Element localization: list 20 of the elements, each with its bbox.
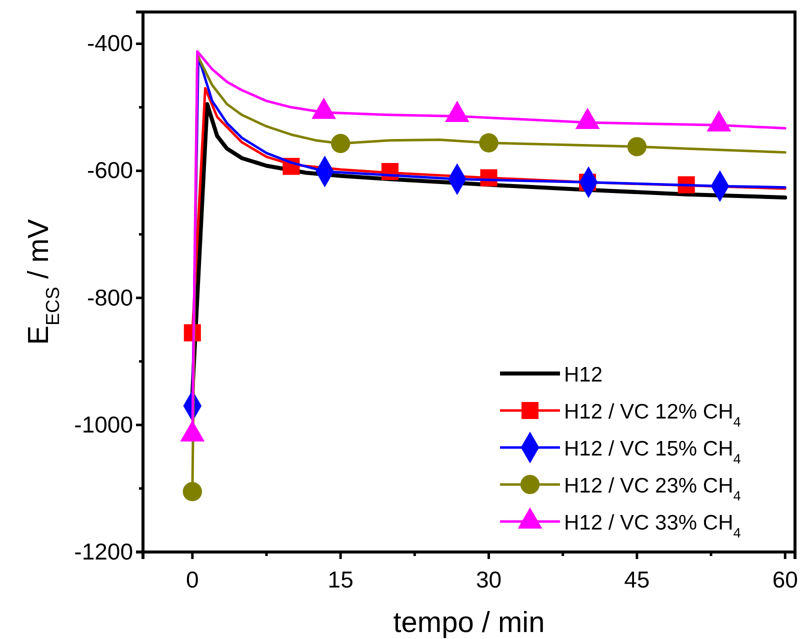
point (479, 133, 498, 152)
y-tick-label: -1200 (74, 538, 133, 564)
x-tick-label: 30 (476, 566, 502, 592)
x-tick-label: 60 (772, 566, 798, 592)
x-tick-label: 15 (328, 566, 354, 592)
point (627, 137, 647, 156)
legend-label: H12 / VC 12% CH$_{4}$ (564, 400, 742, 429)
y-tick-label: -1000 (74, 411, 133, 438)
point (330, 134, 350, 154)
x-tick-label: 0 (186, 566, 199, 592)
legend-label: H12 / VC 23% CH$_{4}$ (564, 474, 742, 503)
legend-label: H12 (564, 364, 603, 386)
legend-label: H12 / VC 15% CH$_{4}$ (564, 438, 742, 466)
x-tick-label: 45 (624, 566, 650, 592)
point (182, 482, 202, 502)
y-tick-label: -800 (86, 284, 133, 310)
y-tick-label: -600 (86, 157, 133, 184)
legend-label: H12 / VC 33% CH$_{4}$ (564, 512, 742, 540)
y-tick-label: -400 (86, 30, 133, 56)
x-axis-title: tempo / min (393, 607, 545, 639)
